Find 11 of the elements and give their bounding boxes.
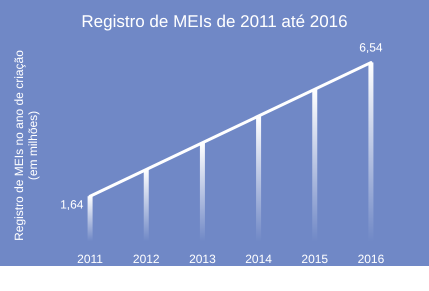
x-tick-label: 2013	[189, 252, 216, 266]
x-tick-label: 2012	[132, 252, 160, 266]
x-tick-label: 2011	[77, 252, 104, 266]
bar	[88, 196, 93, 241]
data-label: 6,54	[359, 40, 383, 55]
x-tick-label: 2016	[358, 252, 385, 266]
x-tick-label: 2014	[245, 252, 272, 266]
chart-title: Registro de MEIs de 2011 até 2016	[81, 12, 348, 31]
y-axis-title: Registro de MEIs no ano de criação (em milhões)	[12, 50, 40, 241]
x-tick-label: 2015	[301, 252, 328, 266]
data-label: 1,64	[60, 197, 84, 212]
